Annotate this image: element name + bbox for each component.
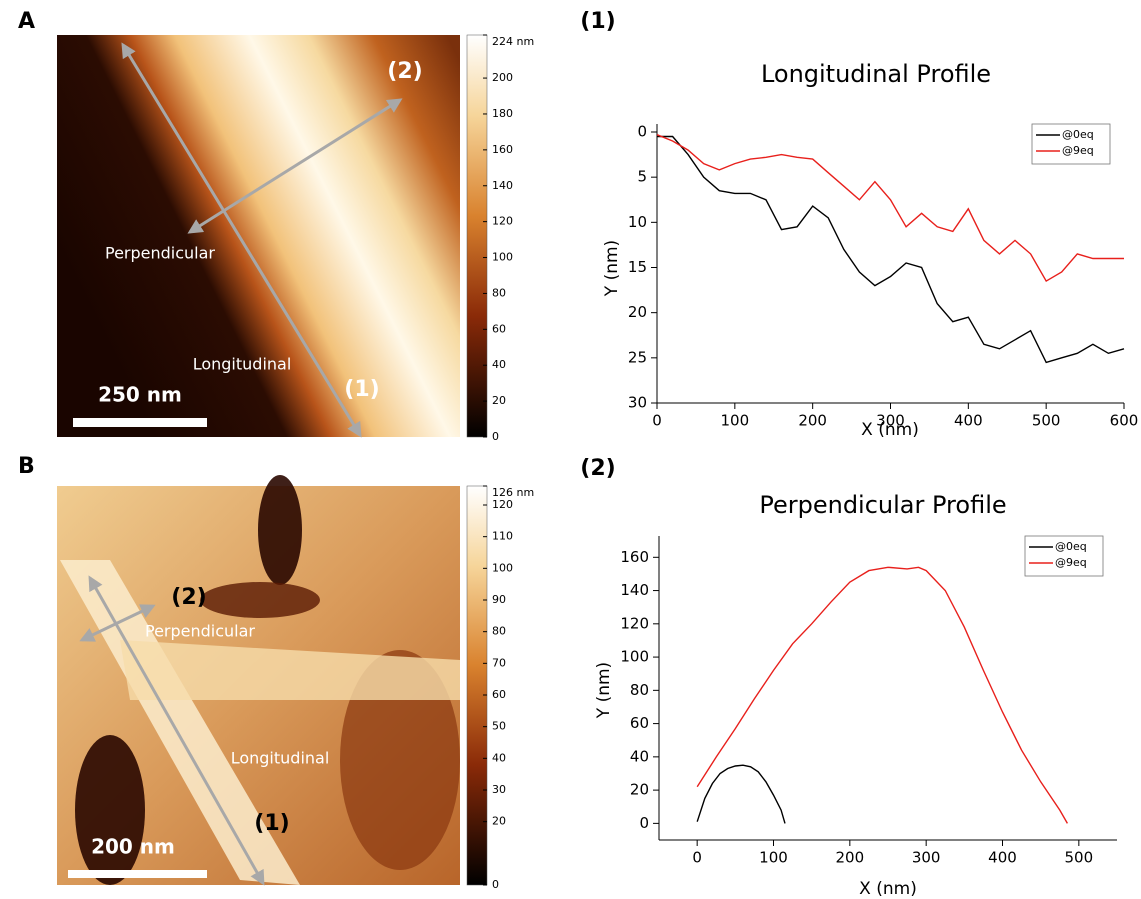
marker: (1) — [254, 811, 289, 836]
x-tick-label: 400 — [988, 849, 1017, 867]
x-tick-label: 100 — [721, 412, 750, 430]
y-tick-label: 30 — [628, 394, 647, 412]
y-tick-label: 0 — [639, 814, 649, 832]
x-tick-label: 200 — [798, 412, 827, 430]
marker: (2) — [387, 59, 422, 84]
colorbar-label: 40 — [492, 358, 506, 371]
y-tick-label: 0 — [637, 123, 647, 141]
colorbar-label: 120 — [492, 498, 513, 511]
colorbar-label: 20 — [492, 394, 506, 407]
colorbar-label: 0 — [492, 878, 499, 891]
colorbar-label: 200 — [492, 71, 513, 84]
x-axis-label: X (nm) — [861, 420, 919, 440]
arrow — [79, 604, 156, 642]
colorbar-label: 70 — [492, 656, 506, 669]
colorbar-label: 0 — [492, 430, 499, 443]
scale-bar-label: 200 nm — [91, 835, 175, 859]
y-tick-label: 100 — [620, 648, 649, 666]
colorbar-label: 20 — [492, 815, 506, 828]
x-axis-label: X (nm) — [859, 879, 917, 899]
colorbar-label: 60 — [492, 688, 506, 701]
annotation: Perpendicular — [145, 622, 255, 641]
x-tick-label: 0 — [652, 412, 662, 430]
panel-label: (2) — [580, 456, 615, 481]
scale-bar — [73, 418, 207, 427]
x-tick-label: 300 — [912, 849, 941, 867]
colorbar-label: 180 — [492, 107, 513, 120]
x-tick-label: 500 — [1065, 849, 1094, 867]
data-line — [656, 134, 1124, 283]
colorbar-label: 90 — [492, 593, 506, 606]
annotation: Longitudinal — [193, 355, 292, 374]
panel-label: (1) — [580, 9, 615, 34]
y-tick-label: 20 — [630, 781, 649, 799]
y-tick-label: 15 — [628, 258, 647, 276]
y-tick-label: 20 — [628, 303, 647, 321]
y-tick-label: 80 — [630, 681, 649, 699]
marker: (1) — [344, 377, 379, 402]
colorbar-label: 30 — [492, 783, 506, 796]
colorbar-label: 80 — [492, 286, 506, 299]
panel-label: B — [18, 454, 35, 479]
arrow — [187, 98, 403, 234]
x-tick-label: 0 — [692, 849, 702, 867]
data-line — [696, 566, 1069, 824]
data-line — [696, 764, 786, 824]
chart-title: Perpendicular Profile — [759, 491, 1006, 519]
y-axis-label: Y (nm) — [602, 240, 622, 297]
y-tick-label: 120 — [620, 614, 649, 632]
panel-label: A — [18, 9, 35, 34]
colorbar-label: 126 nm — [492, 486, 534, 499]
y-tick-label: 40 — [630, 747, 649, 765]
y-axis-label: Y (nm) — [594, 662, 614, 719]
colorbar-label: 160 — [492, 143, 513, 156]
x-tick-label: 400 — [954, 412, 983, 430]
y-tick-label: 140 — [620, 581, 649, 599]
y-tick-label: 5 — [637, 168, 647, 186]
legend-label: @0eq — [1055, 540, 1087, 553]
scale-bar — [68, 870, 207, 878]
colorbar-label: 100 — [492, 251, 513, 264]
legend — [1031, 123, 1111, 165]
data-line — [657, 135, 1125, 364]
afm-image — [57, 35, 460, 437]
annotation: Perpendicular — [105, 244, 215, 263]
marker: (2) — [171, 585, 206, 610]
colorbar-label: 140 — [492, 179, 513, 192]
chart-title: Longitudinal Profile — [761, 60, 991, 88]
colorbar-label: 50 — [492, 720, 506, 733]
colorbar-label: 40 — [492, 751, 506, 764]
x-tick-label: 300 — [876, 412, 905, 430]
x-tick-label: 200 — [836, 849, 865, 867]
colorbar-label: 224 nm — [492, 35, 534, 48]
legend-label: @0eq — [1062, 128, 1094, 141]
colorbar-label: 110 — [492, 530, 513, 543]
arrow — [121, 42, 362, 438]
colorbar-label: 120 — [492, 215, 513, 228]
scale-bar-label: 250 nm — [98, 383, 182, 407]
colorbar-label: 80 — [492, 625, 506, 638]
x-tick-label: 100 — [759, 849, 788, 867]
legend — [1024, 535, 1104, 577]
legend-label: @9eq — [1055, 556, 1087, 569]
y-tick-label: 60 — [630, 714, 649, 732]
annotation: Longitudinal — [231, 749, 330, 768]
y-tick-label: 10 — [628, 213, 647, 231]
colorbar — [466, 485, 488, 886]
y-tick-label: 25 — [628, 348, 647, 366]
colorbar-label: 60 — [492, 322, 506, 335]
colorbar-label: 100 — [492, 561, 513, 574]
y-tick-label: 160 — [620, 548, 649, 566]
x-tick-label: 600 — [1110, 412, 1139, 430]
colorbar — [466, 34, 488, 438]
legend-label: @9eq — [1062, 144, 1094, 157]
x-tick-label: 500 — [1032, 412, 1061, 430]
